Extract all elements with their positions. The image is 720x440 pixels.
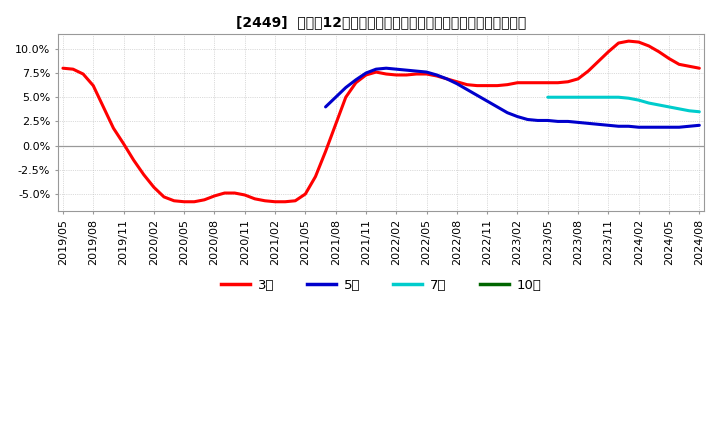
Title: [2449]  売上高12か月移動合計の対前年同期増減率の平均値の推移: [2449] 売上高12か月移動合計の対前年同期増減率の平均値の推移 (236, 15, 526, 29)
Legend: 3年, 5年, 7年, 10年: 3年, 5年, 7年, 10年 (215, 273, 547, 297)
